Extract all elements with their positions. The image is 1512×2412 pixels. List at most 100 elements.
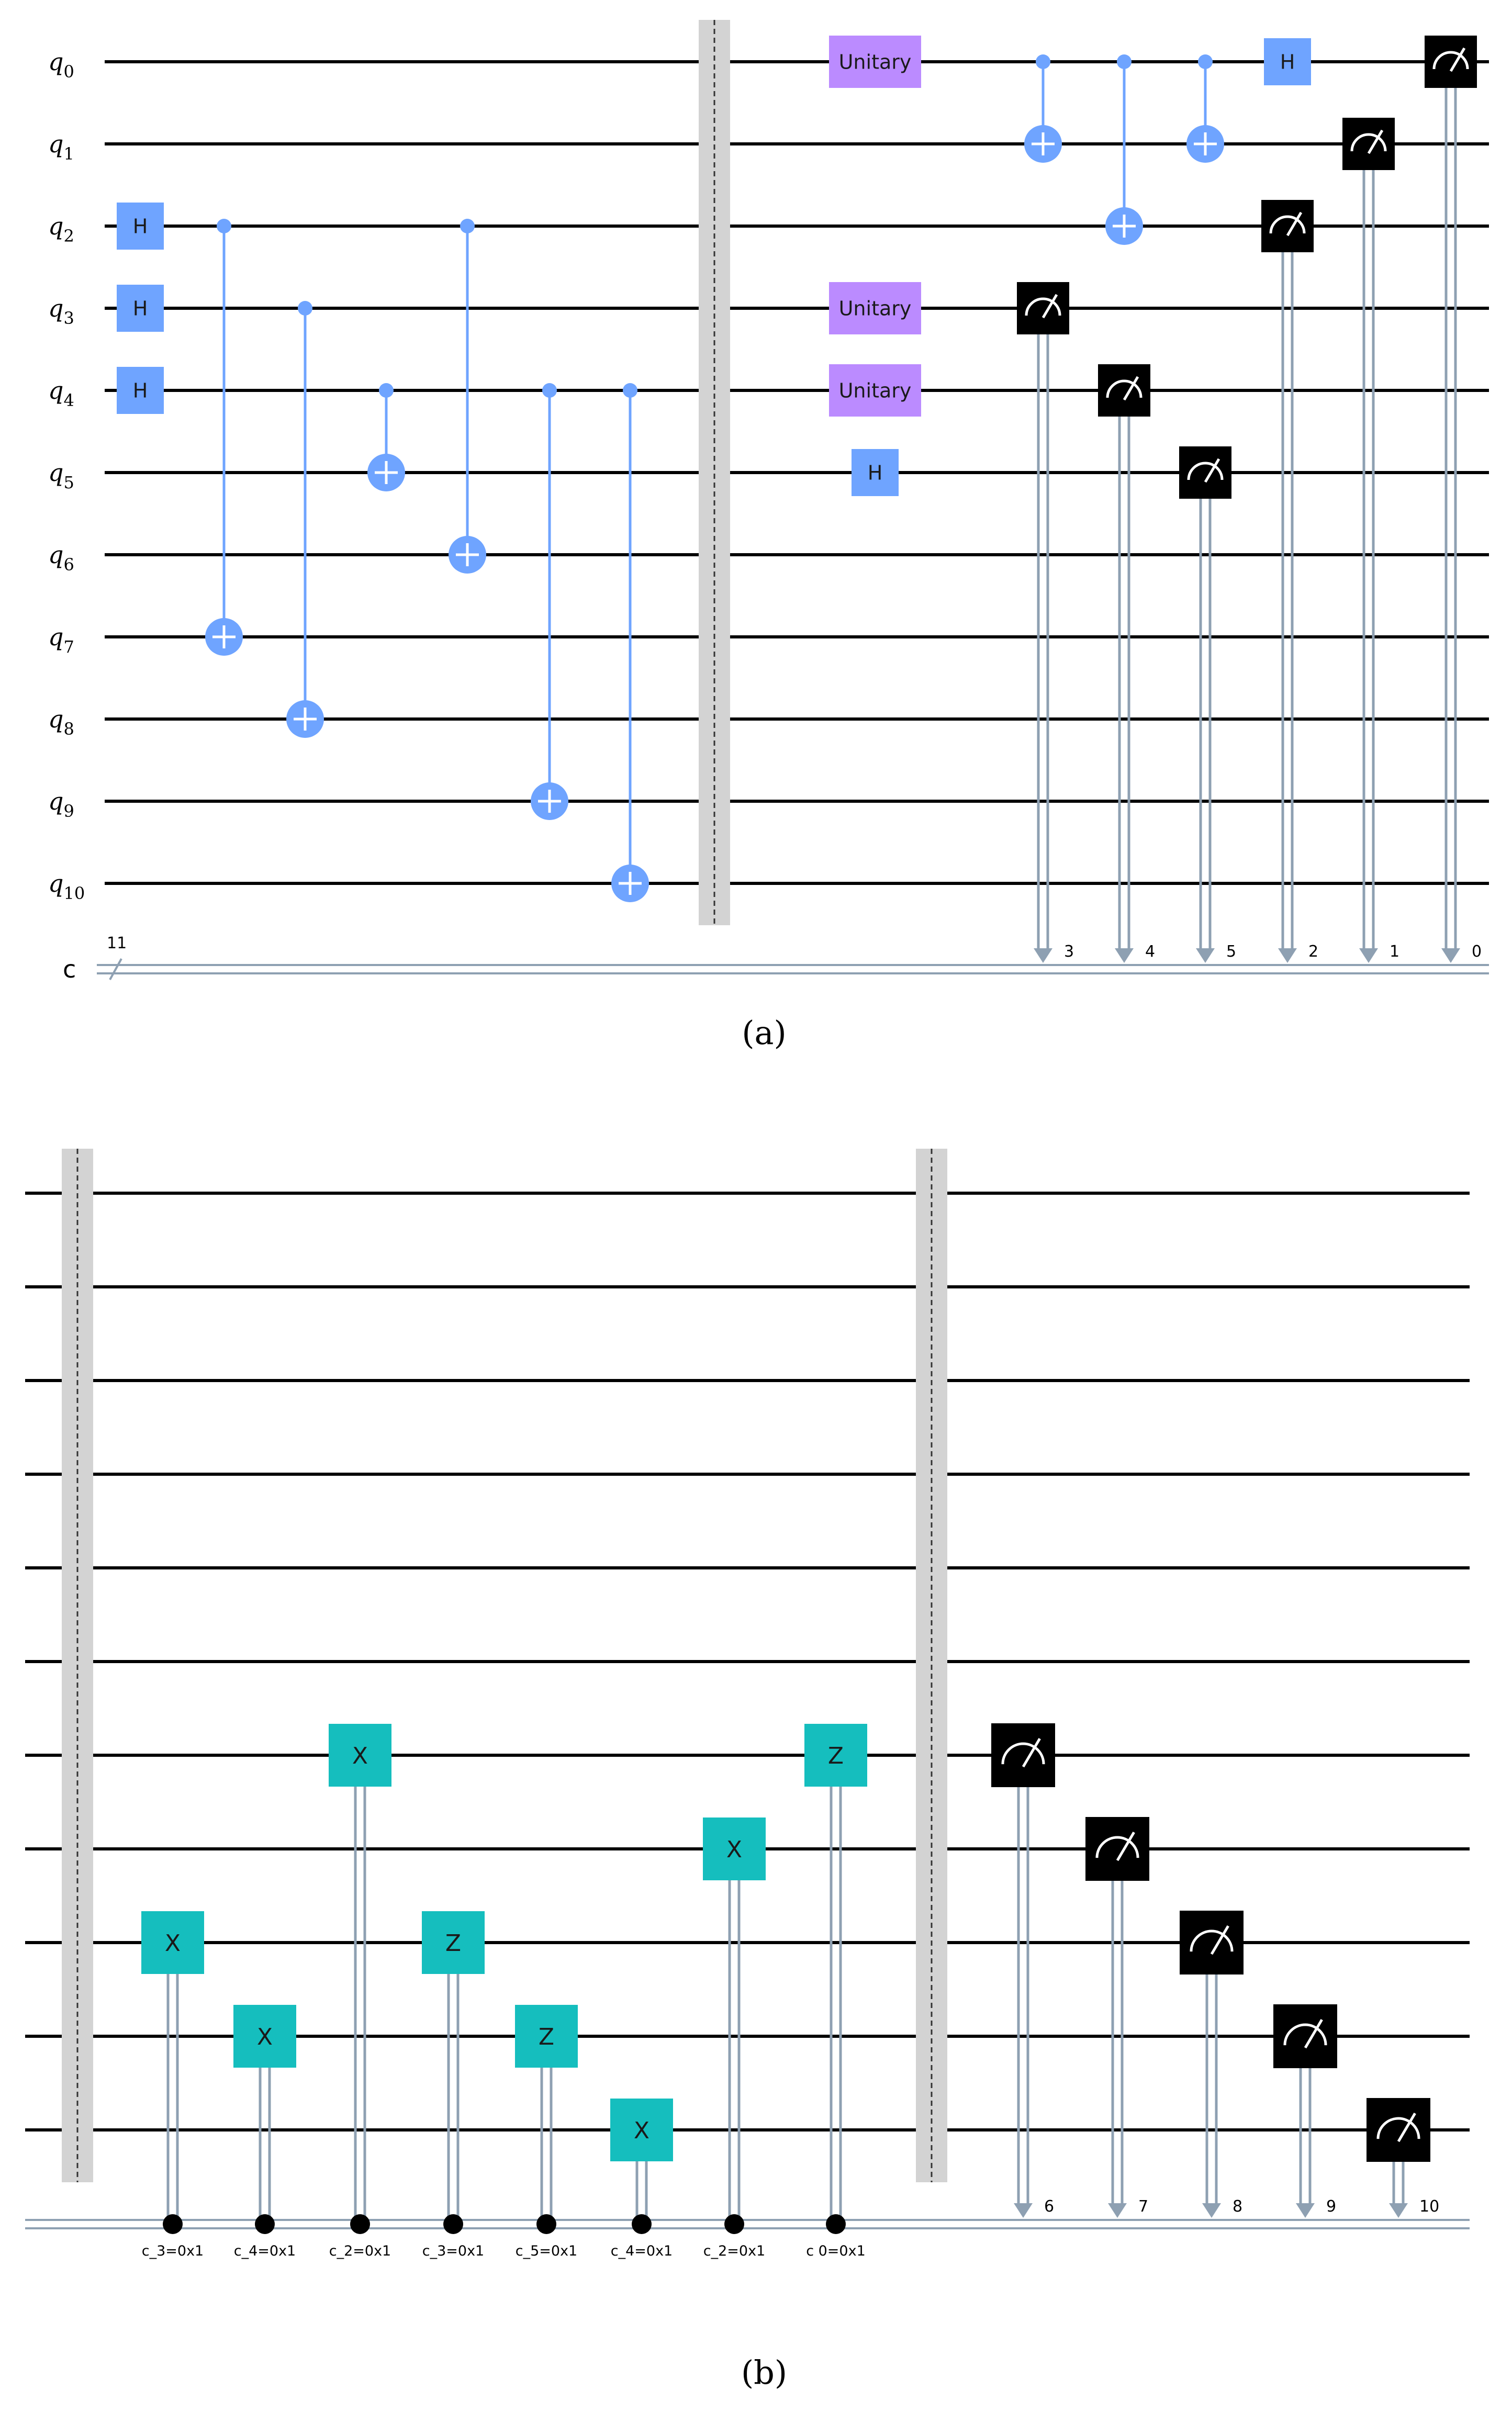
measure-gate [1342,118,1395,170]
measure-arrow-head [1196,948,1215,963]
cnot-control-dot [1036,54,1050,69]
condition-dot [163,2214,183,2234]
hadamard-gate-label: H [133,379,148,402]
unitary-gate-label: Unitary [839,379,912,402]
panel-a-caption: (a) [742,1014,786,1052]
condition-label: c_2=0x1 [329,2243,391,2259]
qubit-label-1: q1 [48,130,74,164]
meter-icon [1283,2023,1327,2046]
measure-gate [1085,1817,1149,1881]
condition-dot [443,2214,463,2234]
conditional-x-gate-label: X [257,2024,273,2050]
conditional-z-gate [422,1911,485,1974]
hadamard-gate-label: H [133,215,148,238]
measure-bit-label: 2 [1308,943,1318,961]
measure-gate [1179,446,1231,499]
hadamard-gate-label: H [868,462,883,485]
measure-bit-label: 8 [1233,2197,1242,2216]
unitary-gate-label: Unitary [839,51,912,74]
condition-dot [826,2214,846,2234]
conditional-x-gate [329,1724,391,1787]
meter-icon [1025,297,1061,316]
measure-arrow-head [1278,948,1297,963]
measure-gate [1261,200,1314,252]
qubit-label-2: q2 [48,212,74,246]
condition-dot [724,2214,744,2234]
classical-register-label: c [63,955,76,983]
condition-label: c 0=0x1 [806,2243,866,2259]
condition-label: c_3=0x1 [142,2243,204,2259]
cnot-control-dot [217,219,231,233]
meter-icon [1106,379,1143,398]
panel-b-caption: (b) [741,2353,787,2392]
meter-icon [1095,1836,1139,1858]
conditional-x-gate-label: X [165,1930,181,1957]
hadamard-gate [1264,38,1311,85]
unitary-gate-label: Unitary [839,297,912,320]
condition-label: c_5=0x1 [516,2243,577,2259]
condition-label: c_4=0x1 [234,2243,296,2259]
measure-bit-label: 1 [1390,943,1399,961]
measure-gate [1017,282,1069,334]
condition-label: c_3=0x1 [422,2243,484,2259]
conditional-x-gate [141,1911,204,1974]
measure-bit-label: 6 [1044,2197,1054,2216]
conditional-x-gate [610,2099,673,2161]
measure-arrow-head [1359,948,1378,963]
measure-bit-label: 10 [1419,2197,1439,2216]
meter-icon [1350,133,1387,152]
measure-arrow-head [1034,948,1052,963]
meter-needle-icon [1304,2019,1323,2049]
cnot-control-dot [460,219,475,233]
conditional-z-gate-label: Z [539,2024,554,2050]
measure-gate [1273,2004,1337,2068]
meter-needle-icon [1397,2113,1416,2142]
unitary-gate [829,364,921,417]
measure-bit-label: 9 [1326,2197,1336,2216]
meter-needle-icon [1367,129,1384,154]
conditional-z-gate-label: Z [445,1930,461,1957]
meter-needle-icon [1449,47,1466,72]
conditional-x-gate-label: X [726,1836,742,1863]
classical-bus-slash [109,958,122,980]
measure-gate [1367,2098,1430,2162]
conditional-z-gate [515,2005,578,2068]
condition-dot [632,2214,652,2234]
cnot-control-dot [379,383,394,398]
measure-arrow-head [1014,2203,1033,2218]
meter-icon [1269,215,1306,234]
measure-gate [1180,1911,1244,1975]
unitary-gate [829,36,921,88]
measure-bit-label: 4 [1145,943,1155,961]
classical-register-width: 11 [107,934,127,952]
measure-arrow-head [1108,2203,1127,2218]
qubit-label-10: q10 [48,869,85,903]
qubit-label-3: q3 [48,294,74,328]
measure-arrow-head [1202,2203,1221,2218]
panel-b-circuit: c_3=0x1 Xc_4=0x1 Xc_2=0x1 Xc_3=0x1 Zc_5=0x1 Z… [25,1149,1470,2259]
hadamard-gate [852,449,899,496]
unitary-gate [829,282,921,334]
conditional-x-gate [233,2005,296,2068]
meter-needle-icon [1123,376,1139,401]
cnot-control-dot [1198,54,1213,69]
qubit-label-9: q9 [48,787,74,821]
measure-bit-label: 3 [1064,943,1074,961]
hadamard-gate-label: H [133,297,148,320]
meter-needle-icon [1286,211,1303,237]
meter-needle-icon [1210,1925,1229,1955]
cnot-control-dot [298,301,312,316]
meter-icon [1190,1929,1234,1952]
measure-bit-label: 5 [1226,943,1236,961]
qubit-label-6: q6 [48,541,74,575]
measure-gate [1098,364,1150,417]
measure-gate [991,1723,1055,1787]
conditional-z-gate [804,1724,867,1787]
cnot-control-dot [542,383,557,398]
qubit-label-8: q8 [48,705,74,739]
meter-icon [1001,1742,1045,1765]
qubit-label-0: q0 [48,48,74,82]
condition-label: c_4=0x1 [611,2243,673,2259]
conditional-x-gate-label: X [352,1743,368,1769]
